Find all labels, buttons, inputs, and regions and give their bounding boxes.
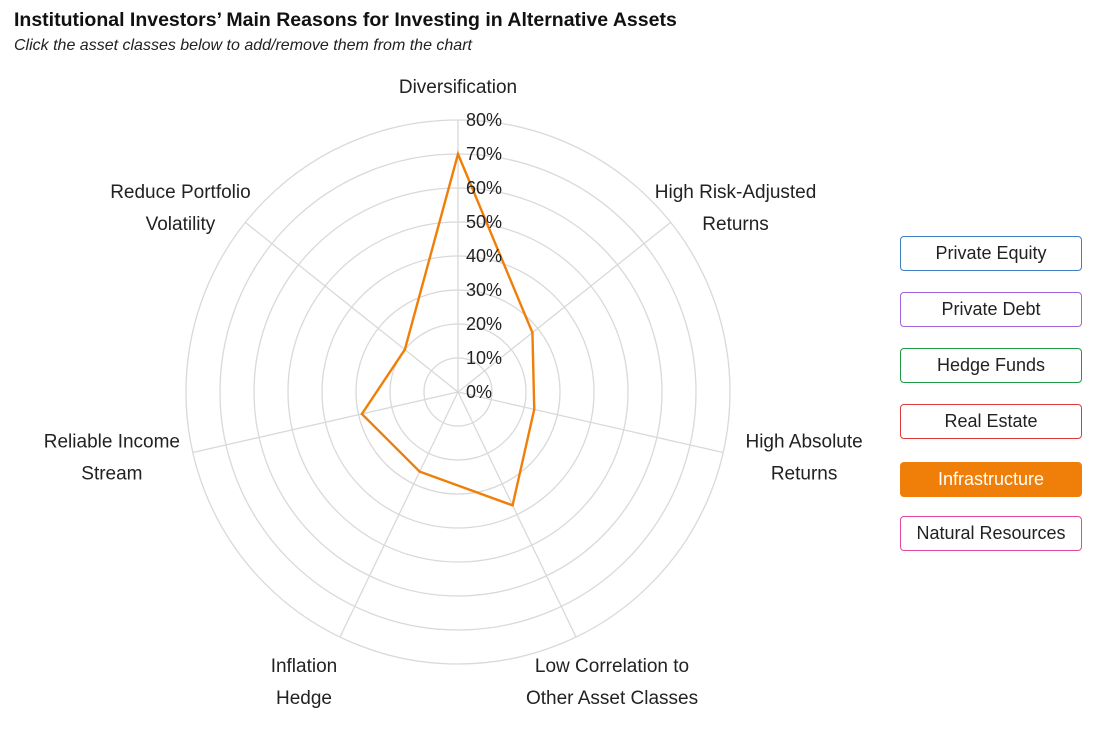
data-point <box>418 470 421 473</box>
data-point <box>511 504 514 507</box>
legend-toggle-private-equity[interactable]: Private Equity <box>900 236 1082 271</box>
radial-tick-labels: 0% 10% 20% 30% 40% 50% 60% 70% 80% <box>466 110 502 402</box>
spoke-line <box>457 391 724 454</box>
legend-toggle-private-debt[interactable]: Private Debt <box>900 292 1082 327</box>
axis-label: Low Correlation to <box>535 656 689 677</box>
radial-tick-label: 70% <box>466 144 502 164</box>
radial-tick-label: 10% <box>466 348 502 368</box>
axis-label: Returns <box>771 464 838 485</box>
radial-tick-label: 20% <box>466 314 502 334</box>
legend-toggle-natural-resources[interactable]: Natural Resources <box>900 516 1082 551</box>
axis-label: High Risk-Adjusted <box>655 182 817 203</box>
axis-label: Reliable Income <box>44 432 180 453</box>
radial-tick-label: 0% <box>466 382 492 402</box>
legend-toggle-hedge-funds[interactable]: Hedge Funds <box>900 348 1082 383</box>
radial-tick-label: 60% <box>466 178 502 198</box>
spoke-line <box>339 391 459 638</box>
radial-tick-label: 40% <box>466 246 502 266</box>
radial-tick-label: 50% <box>466 212 502 232</box>
axis-label: Other Asset Classes <box>526 688 698 709</box>
spoke-line <box>244 221 459 393</box>
radar-series <box>360 150 536 507</box>
axis-label: Stream <box>81 464 142 485</box>
series-polygon-infrastructure <box>360 150 536 507</box>
chart-title: Institutional Investors’ Main Reasons fo… <box>14 9 677 31</box>
data-point <box>360 412 364 416</box>
radial-tick-label: 30% <box>466 280 502 300</box>
radial-tick-label: 80% <box>466 110 502 130</box>
spoke-line <box>457 391 577 638</box>
axis-label: Volatility <box>146 214 216 235</box>
radar-spokes <box>192 120 724 638</box>
axis-label: Diversification <box>399 77 517 98</box>
spoke-line <box>192 391 459 454</box>
data-point <box>403 348 407 351</box>
axis-label: Returns <box>702 214 769 235</box>
axis-label: High Absolute <box>745 432 862 453</box>
spoke-line <box>457 221 672 393</box>
axis-label: Inflation <box>271 656 338 677</box>
data-point <box>531 331 534 334</box>
data-point <box>533 408 536 411</box>
axis-labels: Diversification High Risk-Adjusted Returns… <box>44 77 863 709</box>
legend-toggle-real-estate[interactable]: Real Estate <box>900 404 1082 439</box>
data-point <box>456 152 460 156</box>
axis-label: Reduce Portfolio <box>110 182 250 203</box>
axis-label: Hedge <box>276 688 332 709</box>
legend-toggle-infrastructure[interactable]: Infrastructure <box>900 462 1082 497</box>
chart-subtitle: Click the asset classes below to add/rem… <box>14 37 472 54</box>
